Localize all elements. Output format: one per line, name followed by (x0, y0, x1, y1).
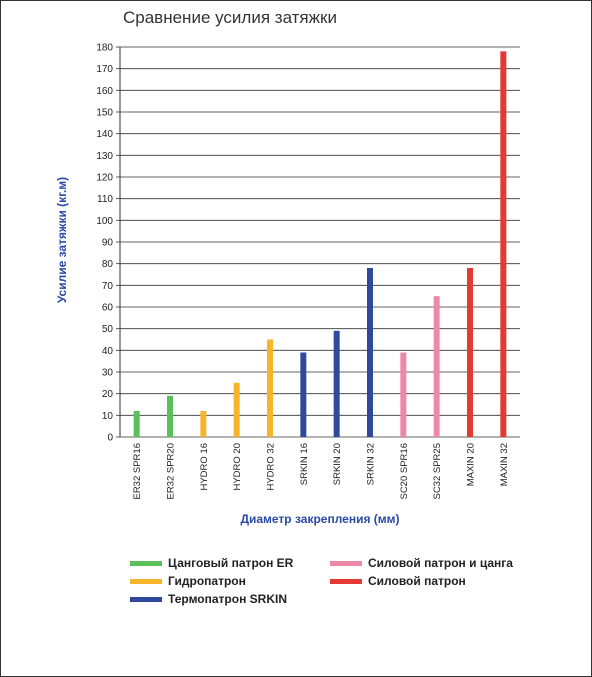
y-tick-label: 30 (102, 368, 114, 379)
bar (233, 382, 240, 437)
legend-swatch (130, 560, 162, 566)
legend-item: Гидропатрон (130, 574, 246, 588)
y-tick-label: 10 (102, 411, 114, 422)
bar (267, 339, 273, 437)
y-tick-label: 40 (102, 346, 114, 357)
bar (467, 268, 473, 437)
x-tick-label: SC20 SPR16 (399, 443, 410, 500)
y-tick-label: 60 (102, 303, 114, 314)
legend-label: Термопатрон SRKIN (168, 592, 288, 606)
y-tick-label: 100 (96, 216, 113, 227)
legend-swatch (130, 596, 162, 602)
bar (333, 330, 340, 437)
x-axis-title: Диаметр закрепления (мм) (240, 512, 400, 526)
legend-label: Гидропатрон (168, 574, 246, 588)
y-tick-label: 120 (96, 173, 113, 184)
x-tick-label: ER32 SPR16 (132, 443, 143, 500)
y-tick-label: 170 (96, 64, 113, 75)
y-tick-label: 110 (97, 194, 113, 205)
bar (500, 51, 507, 437)
x-tick-label: ER32 SPR20 (166, 443, 177, 500)
x-tick-label: SRKIN 32 (366, 443, 377, 485)
x-tick-label: MAXIN 32 (499, 443, 510, 486)
legend-label: Силовой патрон и цанга (368, 556, 513, 570)
y-tick-label: 80 (102, 259, 114, 270)
x-tick-label: SRKIN 16 (299, 443, 310, 485)
legend-item: Цанговый патрон ER (130, 556, 293, 570)
y-tick-label: 90 (102, 238, 114, 249)
legend-swatch (330, 578, 362, 584)
x-tick-label: MAXIN 20 (466, 443, 477, 486)
bar (400, 352, 407, 437)
y-tick-label: 140 (96, 129, 113, 140)
bar (367, 268, 373, 437)
x-tick-label: HYDRO 32 (266, 443, 277, 491)
x-tick-label: HYDRO 20 (232, 443, 243, 491)
legend-label: Силовой патрон (368, 574, 466, 588)
bar (433, 296, 440, 437)
bar (133, 411, 140, 437)
y-tick-label: 150 (96, 108, 113, 119)
legend-swatch (330, 560, 362, 566)
y-tick-label: 180 (96, 43, 113, 54)
y-tick-label: 160 (96, 86, 113, 97)
legend-item: Термопатрон SRKIN (130, 592, 287, 606)
bar (300, 352, 307, 437)
legend-label: Цанговый патрон ER (168, 556, 294, 570)
y-tick-label: 70 (102, 281, 114, 292)
legend-item: Силовой патрон (330, 574, 466, 588)
y-tick-label: 0 (107, 433, 113, 444)
y-tick-label: 130 (96, 151, 113, 162)
x-tick-label: HYDRO 16 (199, 443, 210, 491)
x-tick-label: SRKIN 20 (332, 443, 343, 485)
y-tick-label: 20 (102, 389, 114, 400)
legend-swatch (130, 578, 162, 584)
y-tick-label: 50 (102, 324, 114, 335)
chart-title: Сравнение усилия затяжки (123, 8, 337, 27)
bar (200, 411, 207, 437)
x-tick-label: SC32 SPR25 (432, 443, 443, 500)
legend-item: Силовой патрон и цанга (330, 556, 513, 570)
bar (167, 395, 173, 437)
